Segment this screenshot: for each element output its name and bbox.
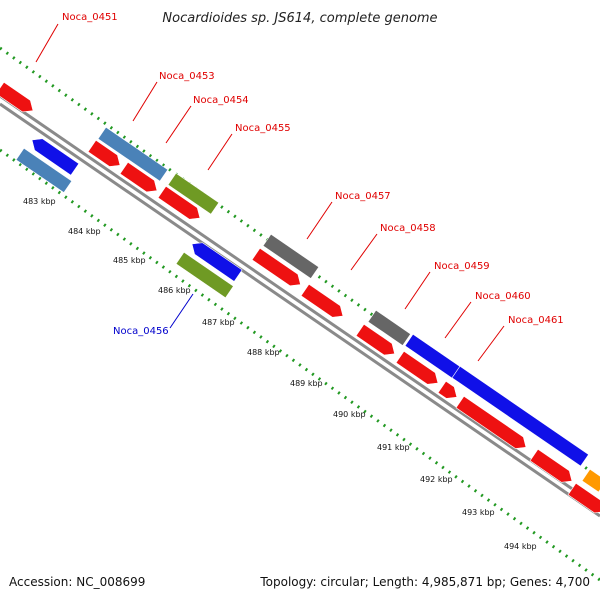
gene-label-leader [169, 293, 194, 329]
gene-label-leader [306, 201, 333, 240]
tick-guide-line [0, 148, 600, 582]
gene-label[interactable]: Noca_0457 [335, 191, 391, 202]
gene-label-leader [165, 105, 192, 144]
gene-label[interactable]: Noca_0461 [508, 315, 564, 326]
gene-feature[interactable] [451, 365, 589, 467]
backbone-line [0, 102, 600, 518]
gene-label[interactable]: Noca_0454 [193, 95, 249, 106]
gene-feature[interactable] [28, 134, 80, 176]
gene-feature[interactable] [455, 395, 530, 453]
gene-label-leader [35, 23, 59, 63]
gene-feature[interactable] [119, 161, 161, 196]
gene-label[interactable]: Noca_0453 [159, 71, 215, 82]
gene-feature[interactable] [355, 323, 399, 359]
gene-label-leader [444, 301, 472, 339]
gene-label-leader [350, 233, 378, 271]
tick-label: 484 kbp [68, 227, 101, 236]
tick-label: 485 kbp [113, 256, 146, 265]
backbone-line [0, 94, 600, 510]
tick-label: 490 kbp [333, 410, 366, 419]
tick-label: 483 kbp [23, 197, 56, 206]
tick-label: 494 kbp [504, 542, 537, 551]
gene-feature[interactable] [529, 448, 576, 487]
gene-feature[interactable] [175, 251, 234, 299]
gene-feature[interactable] [0, 81, 37, 116]
tick-guides [0, 46, 600, 582]
tick-label: 493 kbp [462, 508, 495, 517]
gene-feature[interactable] [300, 283, 347, 322]
gene-labels: Noca_0451 Noca_0453 Noca_0454 Noca_0455 Noca… [35, 12, 564, 362]
gene-feature[interactable] [97, 126, 169, 182]
gene-features [0, 81, 600, 514]
gene-feature[interactable] [262, 233, 320, 280]
tick-labels: 483 kbp 484 kbp 485 kbp 486 kbp 487 kbp 488 k… [23, 197, 537, 551]
gene-feature[interactable] [251, 247, 304, 290]
gene-label-leader [404, 271, 431, 310]
gene-label[interactable]: Noca_0458 [380, 223, 436, 234]
gene-label[interactable]: Noca_0451 [62, 12, 118, 23]
gene-feature[interactable] [395, 350, 442, 389]
gene-feature[interactable] [437, 380, 461, 403]
map-title: Nocardioides sp. JS614, complete genome [162, 11, 437, 26]
gene-label-leader [207, 133, 233, 171]
tick-label: 492 kbp [420, 475, 453, 484]
topology-summary-text: Topology: circular; Length: 4,985,871 bp… [259, 575, 590, 589]
gene-label[interactable]: Noca_0455 [235, 123, 291, 134]
gene-label[interactable]: Noca_0456 [113, 326, 169, 337]
gene-label-leader [477, 325, 505, 362]
tick-label: 487 kbp [202, 318, 235, 327]
gene-feature[interactable] [188, 238, 243, 282]
gene-feature[interactable] [167, 172, 220, 215]
tick-label: 486 kbp [158, 286, 191, 295]
tick-label: 489 kbp [290, 379, 323, 388]
gene-feature[interactable] [157, 185, 204, 224]
gene-feature[interactable] [87, 139, 124, 171]
accession-text: Accession: NC_008699 [9, 575, 145, 589]
tick-label: 491 kbp [377, 443, 410, 452]
genome-backbone [0, 94, 600, 518]
tick-label: 488 kbp [247, 348, 280, 357]
gene-feature[interactable] [15, 147, 73, 194]
gene-label[interactable]: Noca_0459 [434, 261, 490, 272]
gene-feature[interactable] [367, 309, 412, 346]
gene-feature[interactable] [581, 468, 600, 493]
gene-label[interactable]: Noca_0460 [475, 291, 531, 302]
gene-label-leader [132, 81, 158, 122]
